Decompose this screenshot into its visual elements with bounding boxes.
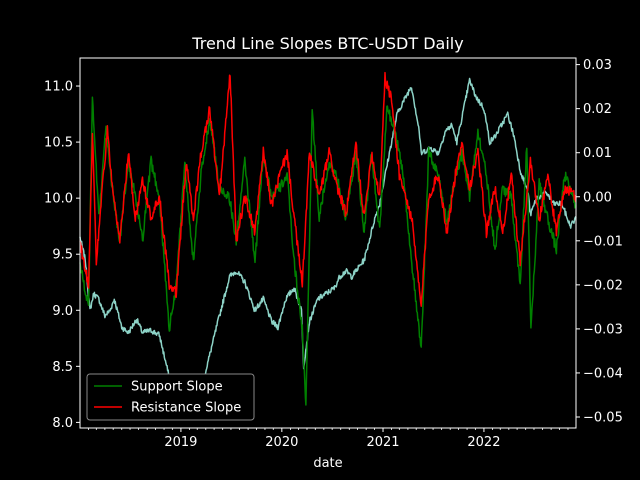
support-slope-line — [79, 96, 577, 406]
right-tick-label: −0.04 — [583, 366, 623, 381]
x-tick-label: 2022 — [467, 435, 500, 450]
series-layer — [79, 71, 577, 406]
right-tick-label: −0.01 — [583, 234, 623, 249]
x-axis: 2019 2020 2021 2022 — [88, 428, 569, 450]
right-tick-label: 0.00 — [583, 190, 612, 205]
right-tick-label: −0.05 — [583, 410, 623, 425]
left-tick-label: 9.0 — [52, 304, 73, 319]
right-tick-label: 0.01 — [583, 146, 612, 161]
chart-title: Trend Line Slopes BTC-USDT Daily — [191, 34, 463, 53]
x-tick-label: 2021 — [366, 435, 399, 450]
legend-label-support: Support Slope — [131, 380, 223, 395]
right-y-axis: −0.05 −0.04 −0.03 −0.02 −0.01 0.00 0.01 0.02 0.0… — [576, 58, 623, 425]
left-tick-label: 8.5 — [52, 360, 73, 375]
left-tick-label: 8.0 — [52, 416, 73, 431]
legend-box — [86, 373, 255, 421]
price-line — [79, 77, 577, 404]
right-tick-label: 0.02 — [583, 102, 612, 117]
plot-frame — [79, 57, 577, 429]
legend-entry-support: Support Slope — [94, 380, 223, 395]
resistance-slope-line — [79, 71, 577, 307]
x-tick-label: 2019 — [164, 435, 197, 450]
x-tick-label: 2020 — [265, 435, 298, 450]
legend: Support Slope Resistance Slope — [86, 373, 255, 421]
left-tick-label: 9.5 — [52, 248, 73, 263]
right-tick-label: −0.03 — [583, 322, 623, 337]
plot-area — [79, 57, 577, 429]
x-axis-label: date — [313, 456, 342, 471]
left-tick-label: 10.5 — [44, 136, 73, 151]
left-y-axis: 8.0 8.5 9.0 9.5 10.0 10.5 11.0 — [44, 80, 80, 431]
left-tick-label: 10.0 — [44, 192, 73, 207]
legend-entry-resistance: Resistance Slope — [94, 401, 241, 416]
legend-label-resistance: Resistance Slope — [131, 401, 241, 416]
right-tick-label: 0.03 — [583, 58, 612, 73]
right-tick-label: −0.02 — [583, 278, 623, 293]
left-tick-label: 11.0 — [44, 80, 73, 95]
